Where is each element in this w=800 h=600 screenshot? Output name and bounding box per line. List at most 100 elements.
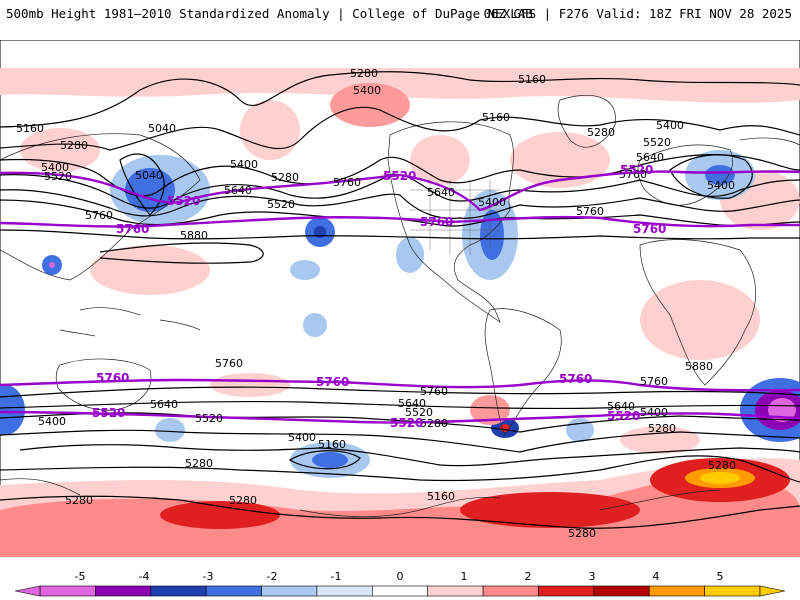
colorbar-tick-label: 2 bbox=[525, 570, 532, 583]
colorbar-swatch bbox=[538, 585, 595, 597]
colorbar-swatch bbox=[95, 585, 152, 597]
bold-label-5520-north-america: 5520 bbox=[383, 169, 416, 183]
contour-labels: 5280 5160 5400 5160 5160 5040 5280 5400 … bbox=[16, 67, 736, 540]
label-5400-europe: 5400 bbox=[656, 119, 684, 132]
anomaly-map: 5280 5160 5400 5160 5160 5040 5280 5400 … bbox=[0, 40, 800, 557]
label-5400-usa: 5400 bbox=[478, 196, 506, 209]
colorbar-swatch bbox=[704, 585, 761, 597]
label-5760-europe: 5760 bbox=[619, 168, 647, 181]
colorbar-swatch bbox=[39, 585, 96, 597]
label-5280-south-atlantic: 5280 bbox=[420, 417, 448, 430]
label-5640-south-atlantic: 5640 bbox=[398, 397, 426, 410]
bold-label-5520-europe: 5520 bbox=[620, 163, 653, 177]
label-5640-usa: 5640 bbox=[427, 186, 455, 199]
label-5400-asia: 5400 bbox=[41, 161, 69, 174]
label-5280-pacific: 5280 bbox=[271, 171, 299, 184]
colorbar-tick-label: -1 bbox=[331, 570, 342, 583]
colorbar-tick-labels: -5 -4 -3 -2 -1 0 1 2 3 4 5 bbox=[75, 570, 724, 583]
label-5760-atlantic: 5760 bbox=[576, 205, 604, 218]
label-5280-south-indian: 5280 bbox=[648, 422, 676, 435]
label-5640-south-pacific: 5640 bbox=[150, 398, 178, 411]
bold-label-5520-south-america: 5520 bbox=[390, 416, 423, 430]
bold-contour-labels: 5520 5520 5520 5760 5760 5760 5760 5760 … bbox=[92, 163, 666, 430]
label-5280-antarctic-east: 5280 bbox=[708, 459, 736, 472]
label-5280-antarctic-south: 5280 bbox=[568, 527, 596, 540]
colorbar: -5 -4 -3 -2 -1 0 1 2 3 4 5 bbox=[14, 570, 786, 597]
label-5400-south-indian: 5400 bbox=[640, 406, 668, 419]
purple-5520-south bbox=[0, 410, 800, 424]
label-5400-pacific: 5400 bbox=[230, 158, 258, 171]
colorbar-swatch bbox=[593, 585, 650, 597]
label-5160-antarctic: 5160 bbox=[427, 490, 455, 503]
label-5520-pacific: 5520 bbox=[267, 198, 295, 211]
label-5280-asia: 5280 bbox=[60, 139, 88, 152]
label-5400-north: 5400 bbox=[353, 84, 381, 97]
colorbar-min-arrow bbox=[14, 585, 41, 597]
colorbar-tick-label: -3 bbox=[203, 570, 214, 583]
bold-label-5760-africa: 5760 bbox=[633, 222, 666, 236]
colorbar-swatch bbox=[316, 585, 373, 597]
colorbar-swatch bbox=[261, 585, 318, 597]
label-5160-atlantic: 5160 bbox=[482, 111, 510, 124]
purple-5760-north bbox=[0, 215, 800, 228]
label-5280-south-pacific-low: 5280 bbox=[185, 457, 213, 470]
maritime-islands-outline bbox=[59, 307, 201, 337]
colorbar-tick-label: -4 bbox=[139, 570, 150, 583]
bold-label-5520-south-pacific: 5520 bbox=[92, 406, 125, 420]
label-5400-europe-low: 5400 bbox=[707, 179, 735, 192]
colorbar-swatch bbox=[427, 585, 484, 597]
bold-contours bbox=[0, 170, 800, 424]
label-5280-atlantic: 5280 bbox=[587, 126, 615, 139]
label-5040-pacific: 5040 bbox=[148, 122, 176, 135]
north-america-outline bbox=[387, 121, 514, 323]
model-run-info: 06Z GFS | F276 Valid: 18Z FRI NOV 28 202… bbox=[483, 6, 792, 21]
purple-5760-south bbox=[0, 378, 800, 392]
label-5280-antarctic-west: 5280 bbox=[65, 494, 93, 507]
bold-label-5760-atlantic: 5760 bbox=[420, 215, 453, 229]
label-5160-west: 5160 bbox=[16, 122, 44, 135]
label-5280-antarctic-pacific: 5280 bbox=[229, 494, 257, 507]
colorbar-tick-label: 3 bbox=[589, 570, 596, 583]
bold-label-5760-south-atlantic: 5760 bbox=[559, 372, 592, 386]
africa-outline bbox=[639, 239, 756, 386]
colorbar-swatches bbox=[14, 585, 786, 597]
map-title: 500mb Height 1981–2010 Standardized Anom… bbox=[6, 6, 533, 21]
colorbar-tick-label: 4 bbox=[653, 570, 660, 583]
europe-outline bbox=[637, 144, 733, 206]
colorbar-swatch bbox=[482, 585, 539, 597]
label-5760-pacific: 5760 bbox=[333, 176, 361, 189]
label-5520-south-atlantic: 5520 bbox=[405, 406, 433, 419]
greenland-outline bbox=[557, 94, 616, 148]
label-5640-pacific: 5640 bbox=[224, 184, 252, 197]
south-america-outline bbox=[484, 308, 562, 436]
label-5760-south-indian: 5760 bbox=[640, 375, 668, 388]
bold-label-5520-south-indian: 5520 bbox=[607, 409, 640, 423]
label-5400-south-west: 5400 bbox=[38, 415, 66, 428]
colorbar-tick-label: 5 bbox=[717, 570, 724, 583]
label-5880-pacific: 5880 bbox=[180, 229, 208, 242]
asia-east-outline bbox=[739, 137, 800, 146]
colorbar-tick-label: 0 bbox=[397, 570, 404, 583]
label-5640-south-indian: 5640 bbox=[607, 400, 635, 413]
height-contours bbox=[0, 71, 800, 529]
header: 500mb Height 1981–2010 Standardized Anom… bbox=[0, 0, 800, 40]
label-5760-south-pacific: 5760 bbox=[215, 357, 243, 370]
colorbar-tick-label: -2 bbox=[267, 570, 278, 583]
bold-label-5520-pacific: 5520 bbox=[167, 194, 200, 208]
colorbar-swatch bbox=[648, 585, 705, 597]
bold-label-5760-south-america: 5760 bbox=[316, 375, 349, 389]
colorbar-max-arrow bbox=[759, 585, 786, 597]
label-5760-asia: 5760 bbox=[85, 209, 113, 222]
label-5760-south-atlantic: 5760 bbox=[420, 385, 448, 398]
anomaly-shading bbox=[0, 68, 800, 557]
bold-label-5760-south-pacific: 5760 bbox=[96, 371, 129, 385]
label-5880-africa: 5880 bbox=[685, 360, 713, 373]
label-5280-north: 5280 bbox=[350, 67, 378, 80]
label-5520-south-pacific: 5520 bbox=[195, 412, 223, 425]
colorbar-swatch bbox=[205, 585, 262, 597]
label-5160-south-pacific: 5160 bbox=[318, 438, 346, 451]
label-5160-north: 5160 bbox=[518, 73, 546, 86]
label-5520-europe: 5520 bbox=[643, 136, 671, 149]
colorbar-tick-label: -5 bbox=[75, 570, 86, 583]
colorbar-tick-label: 1 bbox=[461, 570, 468, 583]
